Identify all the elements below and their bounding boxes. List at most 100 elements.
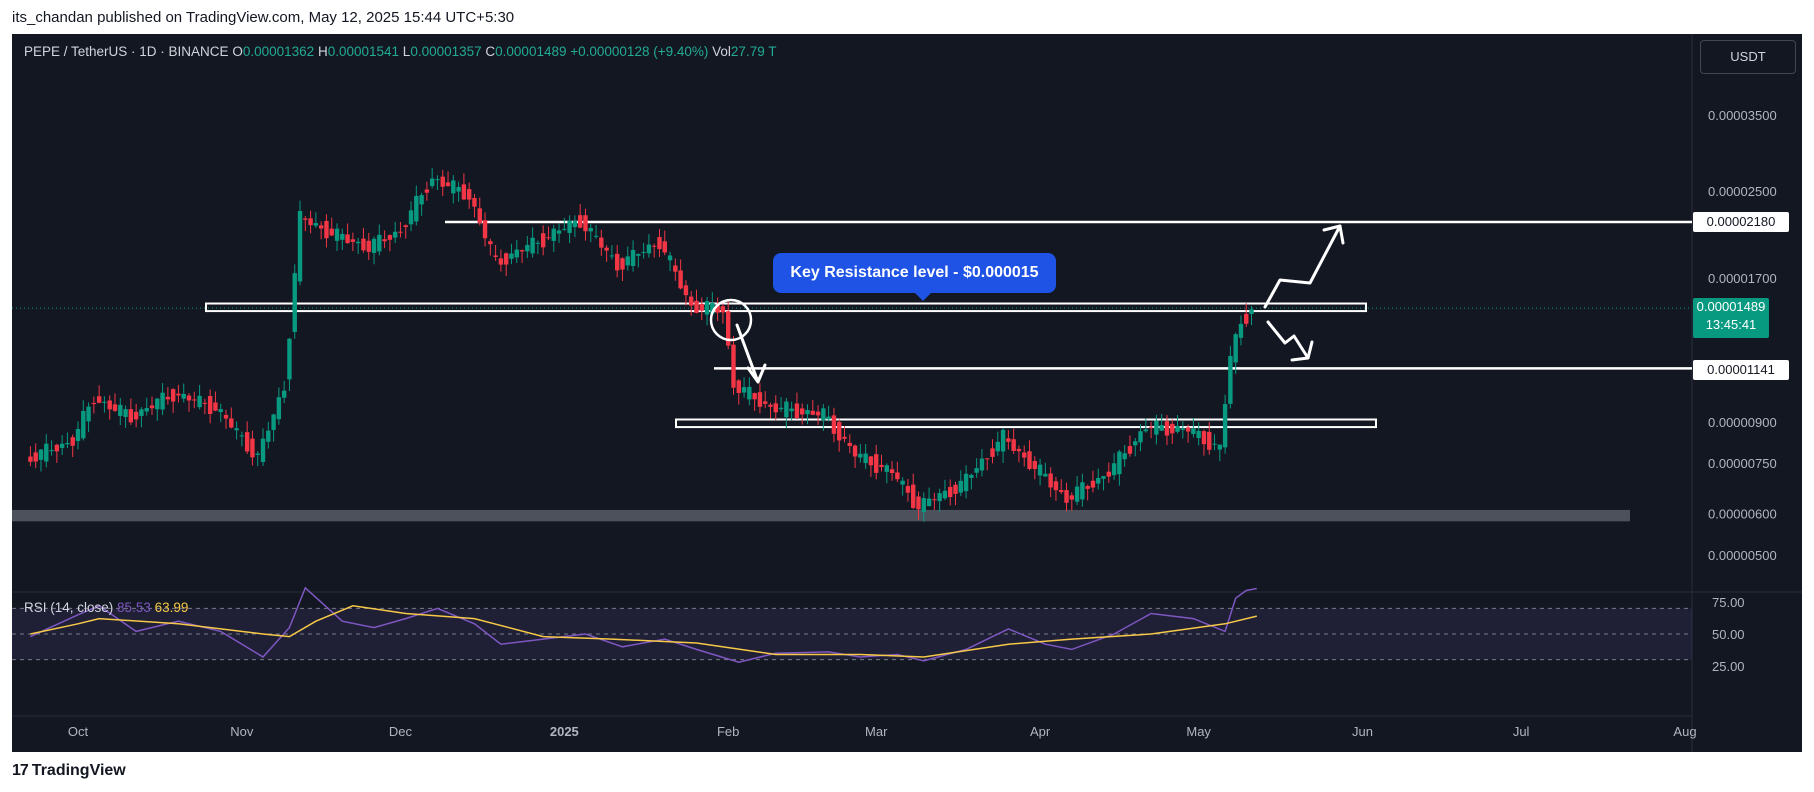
candle-body [466,189,472,200]
candle-body [604,247,609,251]
candle-body [710,303,715,314]
candle-body [1217,444,1223,450]
candle-body [1201,431,1207,445]
candle-body [387,235,393,240]
candle-body [250,438,255,458]
candle-body [424,189,430,193]
candle-body [752,393,757,400]
candle-body [794,403,800,419]
candle-body [826,416,831,420]
candle-body [197,395,202,408]
candle-body [38,449,44,460]
volume-value: 27.79 T [730,44,777,59]
candle-body [905,486,911,493]
top-bar: its_chandan published on TradingView.com… [0,0,1814,34]
candle-body [688,296,694,306]
candle-body [1117,451,1122,475]
bar-countdown: 13:45:41 [1705,317,1757,332]
candle-body [995,441,1000,452]
candle-body [556,230,562,234]
high-value: 0.00001541 [327,44,400,59]
candle-body [503,253,509,265]
candle-body [371,238,377,253]
candle-body [1016,448,1022,452]
candle-body [821,408,826,421]
candle-body [768,404,773,407]
candle-body [1090,480,1096,488]
candle-body [641,251,646,253]
time-tick-label: Aug [1673,724,1696,739]
candle-body [297,210,303,282]
candle-body [778,407,784,410]
candle-body [990,448,995,457]
candle-body [789,408,794,412]
candle-body [133,411,139,420]
candle-body [255,453,260,455]
candle-body [1154,420,1159,435]
candle-body [91,402,97,405]
candle-body [704,301,710,315]
time-tick-label: May [1186,724,1211,739]
candle-body [588,228,593,232]
candle-body [562,228,567,230]
candle-body [720,306,726,313]
candle-body [593,235,599,237]
candle-body [911,484,916,508]
candle-body [1175,425,1180,432]
candle-body [609,255,615,257]
candle-body [895,472,900,480]
candle-body [266,430,271,442]
candle-body [244,432,250,452]
candle-body [1222,404,1228,448]
candle-body [292,273,297,332]
candle-body [1085,485,1090,489]
tradingview-logo-icon: 17 [12,762,29,779]
candle-body [636,253,641,256]
candle-body [329,228,334,236]
current-price-badge: 0.00001489 13:45:41 [1693,298,1769,338]
rsi-tick-label: 75.00 [1712,595,1745,610]
candle-body [1228,355,1233,404]
tradingview-logo[interactable]: 17 TradingView [12,762,126,779]
candle-body [937,493,942,502]
candle-body [1074,486,1080,502]
candle-body [75,429,81,442]
candle-body [900,480,905,485]
price-tick-label: 0.00000500 [1708,548,1777,563]
candle-body [747,386,752,400]
candle-body [1096,477,1101,484]
candle-body [44,443,49,462]
rsi-label: RSI (14, close) [24,600,114,615]
candle-body [86,406,91,422]
candle-body [493,255,498,257]
candle-body [985,458,990,460]
candle-body [223,414,229,419]
candle-body [773,403,778,413]
candle-body [461,184,467,200]
current-price: 0.00001489 [1696,299,1766,314]
candle-body [963,473,969,492]
candle-body [630,249,636,266]
time-tick-label: 2025 [550,724,579,739]
candle-body [1032,461,1037,469]
candle-body [181,393,186,399]
candle-body [1000,429,1006,452]
candle-body [472,197,477,207]
support-zone [12,509,1630,522]
chart-frame[interactable] [12,34,1802,752]
key-resistance-callout: Key Resistance level - $0.000015 [773,253,1056,301]
candle-body [107,400,112,410]
candle-body [170,389,176,402]
symbol-label[interactable]: PEPE / TetherUS · 1D · BINANCE [24,44,229,59]
candle-body [1191,428,1196,435]
candle-body [858,453,863,458]
candle-body [948,486,953,498]
time-tick-label: Jun [1352,724,1373,739]
candle-body [757,392,763,407]
currency-button[interactable]: USDT [1700,40,1796,74]
candle-body [810,410,815,415]
candle-body [207,395,213,415]
candle-body [186,395,192,401]
candle-body [837,422,842,441]
